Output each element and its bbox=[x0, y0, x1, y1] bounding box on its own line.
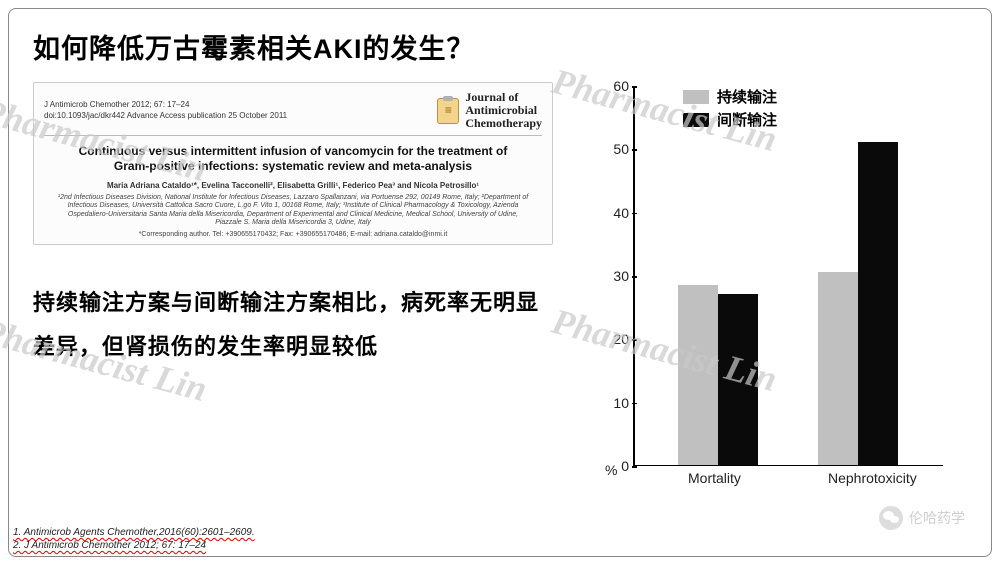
legend-label-intermittent: 间断输注 bbox=[717, 109, 777, 130]
conclusion-text: 持续输注方案与间断输注方案相比，病死率无明显差异，但肾损伤的发生率明显较低 bbox=[33, 281, 553, 369]
legend-item-intermittent: 间断输注 bbox=[683, 109, 777, 130]
bar bbox=[818, 272, 858, 465]
bar-chart: % 持续输注 间断输注 0102030405060MortalityNephro… bbox=[583, 76, 963, 506]
wechat-badge: 伦哈药学 bbox=[879, 506, 965, 530]
legend-label-continuous: 持续输注 bbox=[717, 86, 777, 107]
paper-authors: Maria Adriana Cataldo¹*, Evelina Taccone… bbox=[44, 181, 542, 190]
journal-name: Journal of Antimicrobial Chemotherapy bbox=[465, 91, 542, 131]
x-category-label: Nephrotoxicity bbox=[828, 470, 917, 486]
y-tick: 20 bbox=[583, 331, 629, 347]
references: 1. Antimicrob Agents Chemother,2016(60):… bbox=[13, 526, 255, 552]
bar bbox=[678, 285, 718, 466]
y-tick: 60 bbox=[583, 78, 629, 94]
clipboard-icon bbox=[437, 98, 459, 124]
left-column: J Antimicrob Chemother 2012; 67: 17–24 d… bbox=[33, 76, 563, 506]
journal-meta-line2: doi:10.1093/jac/dkr442 Advance Access pu… bbox=[44, 111, 287, 121]
wechat-icon bbox=[879, 506, 903, 530]
slide: 如何降低万古霉素相关AKI的发生？ J Antimicrob Chemother… bbox=[8, 8, 992, 557]
paper-header: J Antimicrob Chemother 2012; 67: 17–24 d… bbox=[44, 91, 542, 136]
journal-logo-block: Journal of Antimicrobial Chemotherapy bbox=[437, 91, 542, 131]
bar bbox=[718, 294, 758, 465]
wechat-text: 伦哈药学 bbox=[909, 508, 965, 528]
paper-title: Continuous versus intermittent infusion … bbox=[74, 144, 512, 175]
paper-card: J Antimicrob Chemother 2012; 67: 17–24 d… bbox=[33, 82, 553, 245]
journal-meta: J Antimicrob Chemother 2012; 67: 17–24 d… bbox=[44, 100, 287, 121]
legend-item-continuous: 持续输注 bbox=[683, 86, 777, 107]
legend: 持续输注 间断输注 bbox=[683, 86, 777, 132]
paper-affiliations: ¹2nd Infectious Diseases Division, Natio… bbox=[54, 194, 532, 228]
right-column: % 持续输注 间断输注 0102030405060MortalityNephro… bbox=[563, 76, 967, 506]
legend-swatch-dark bbox=[683, 113, 709, 127]
y-tick: 10 bbox=[583, 395, 629, 411]
y-tick: 30 bbox=[583, 268, 629, 284]
y-tick: 50 bbox=[583, 141, 629, 157]
x-category-label: Mortality bbox=[688, 470, 741, 486]
ref-1: 1. Antimicrob Agents Chemother,2016(60):… bbox=[13, 526, 255, 539]
y-tick: 40 bbox=[583, 205, 629, 221]
y-tick: 0 bbox=[583, 458, 629, 474]
paper-corresponding: *Corresponding author. Tel: +39065517043… bbox=[44, 231, 542, 238]
plot-area bbox=[633, 86, 943, 466]
ref-2: 2. J Antimicrob Chemother 2012; 67: 17–2… bbox=[13, 539, 255, 552]
legend-swatch-light bbox=[683, 90, 709, 104]
slide-title: 如何降低万古霉素相关AKI的发生？ bbox=[33, 27, 967, 66]
bar bbox=[858, 142, 898, 465]
journal-meta-line1: J Antimicrob Chemother 2012; 67: 17–24 bbox=[44, 100, 287, 110]
content-area: J Antimicrob Chemother 2012; 67: 17–24 d… bbox=[33, 76, 967, 506]
